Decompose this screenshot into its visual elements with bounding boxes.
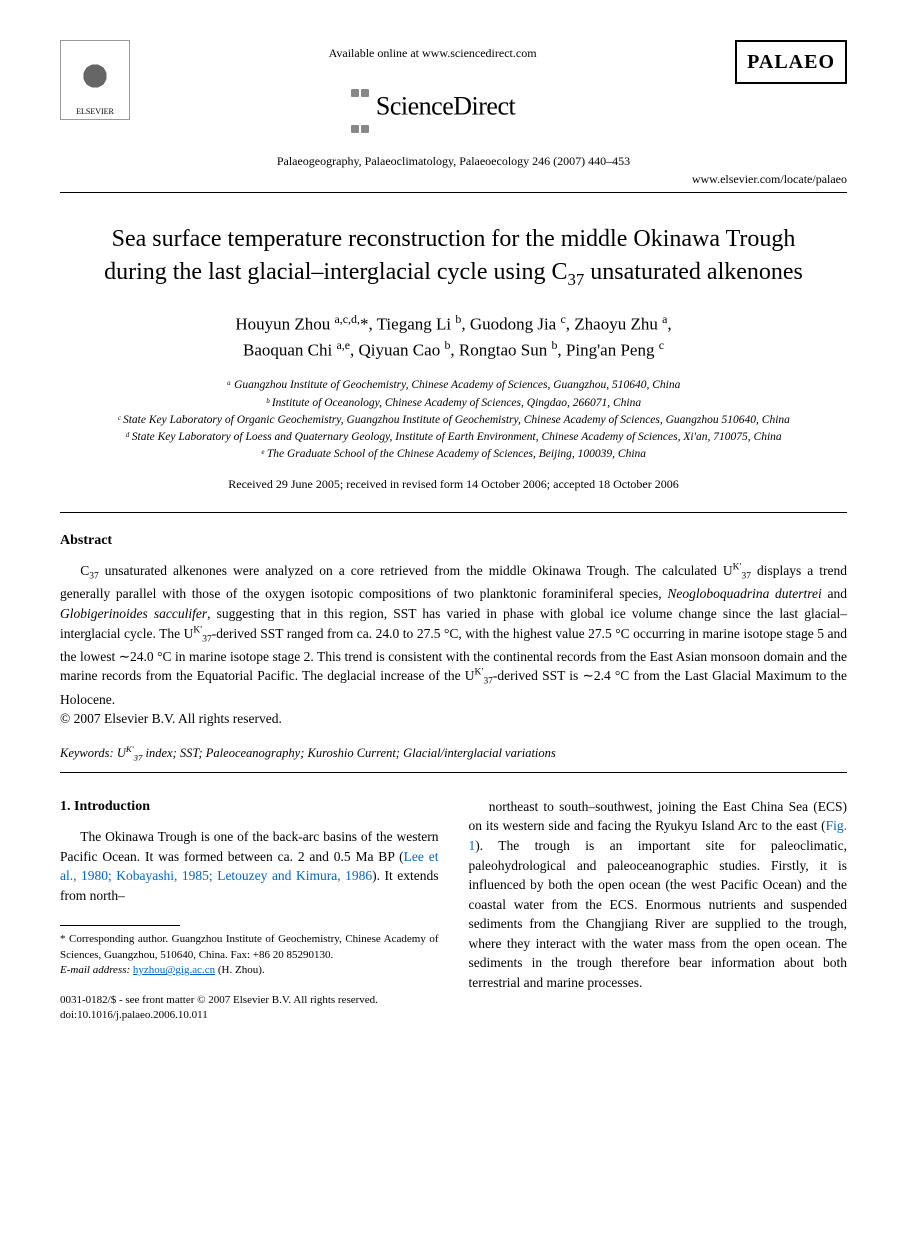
email-line: E-mail address: hyzhou@gig.ac.cn (H. Zho… [60, 963, 439, 978]
affiliations: ᵃ Guangzhou Institute of Geochemistry, C… [60, 377, 847, 463]
sciencedirect-dots-icon [350, 72, 370, 145]
elsevier-logo: ELSEVIER [60, 40, 130, 120]
sciencedirect-logo: ScienceDirect [130, 72, 735, 145]
affiliation-e: ᵉ The Graduate School of the Chinese Aca… [60, 446, 847, 463]
email-label: E-mail address: [60, 964, 130, 976]
abs-sub4: 37 [483, 677, 492, 687]
article-title: Sea surface temperature reconstruction f… [90, 223, 817, 291]
doi-text: doi:10.1016/j.palaeo.2006.10.011 [60, 1008, 439, 1023]
keywords-label: Keywords: [60, 746, 114, 760]
intro-para-1: The Okinawa Trough is one of the back-ar… [60, 827, 439, 905]
abs-t2: unsaturated alkenones were analyzed on a… [99, 563, 733, 578]
title-post: unsaturated alkenones [584, 259, 803, 285]
abs-species1: Neogloboquadrina dutertrei [667, 586, 821, 601]
palaeo-journal-box: PALAEO [735, 40, 847, 84]
left-column: 1. Introduction The Okinawa Trough is on… [60, 797, 439, 1024]
abstract-body: C37 unsaturated alkenones were analyzed … [60, 561, 847, 729]
kw-sup: K′ [126, 744, 134, 754]
affiliation-d: ᵈ State Key Laboratory of Loess and Quat… [60, 429, 847, 446]
email-who: (H. Zhou). [215, 964, 265, 976]
abstract-copyright: © 2007 Elsevier B.V. All rights reserved… [60, 711, 282, 726]
intro-t1: The Okinawa Trough is one of the back-ar… [60, 829, 439, 864]
footnote-separator [60, 925, 180, 926]
journal-citation: Palaeogeography, Palaeoclimatology, Pala… [60, 153, 847, 170]
sciencedirect-text: ScienceDirect [376, 91, 515, 120]
intro-para-1-cont: northeast to south–southwest, joining th… [469, 797, 848, 993]
abstract-top-rule [60, 512, 847, 513]
journal-url[interactable]: www.elsevier.com/locate/palaeo [60, 171, 847, 188]
email-link[interactable]: hyzhou@gig.ac.cn [133, 964, 215, 976]
affiliation-a: ᵃ Guangzhou Institute of Geochemistry, C… [60, 377, 847, 394]
abs-sub1: 37 [89, 572, 98, 582]
keywords: Keywords: UK′37 index; SST; Paleoceanogr… [60, 743, 847, 764]
affiliation-c: ᶜ State Key Laboratory of Organic Geoche… [60, 412, 847, 429]
body-columns: 1. Introduction The Okinawa Trough is on… [60, 797, 847, 1024]
available-online-text: Available online at www.sciencedirect.co… [130, 45, 735, 62]
kw-pre: U [114, 746, 126, 760]
kw-post: index; SST; Paleoceanography; Kuroshio C… [142, 746, 555, 760]
abs-sub2: 37 [742, 572, 751, 582]
affiliation-b: ᵇ Institute of Oceanology, Chinese Acade… [60, 395, 847, 412]
elsevier-label: ELSEVIER [76, 106, 114, 117]
submission-dates: Received 29 June 2005; received in revis… [60, 476, 847, 493]
right-column: northeast to south–southwest, joining th… [469, 797, 848, 1024]
corresponding-author-footnote: * Corresponding author. Guangzhou Instit… [60, 932, 439, 978]
front-matter-text: 0031-0182/$ - see front matter © 2007 El… [60, 993, 439, 1008]
intro-t3: northeast to south–southwest, joining th… [469, 799, 848, 834]
abstract-heading: Abstract [60, 531, 847, 551]
center-header: Available online at www.sciencedirect.co… [130, 40, 735, 145]
abs-sup1: K′ [733, 562, 742, 572]
intro-t4: ). The trough is an important site for p… [469, 838, 848, 990]
abs-t4: and [822, 586, 847, 601]
abs-sup2: K′ [193, 625, 202, 635]
header-row: ELSEVIER Available online at www.science… [60, 40, 847, 145]
abstract-bottom-rule [60, 772, 847, 773]
abs-t1: C [80, 563, 89, 578]
title-sub: 37 [568, 269, 585, 288]
authors-list: Houyun Zhou a,c,d,*, Tiegang Li b, Guodo… [60, 311, 847, 363]
corresponding-text: * Corresponding author. Guangzhou Instit… [60, 932, 439, 963]
abs-species2: Globigerinoides sacculifer [60, 606, 207, 621]
abs-sub3: 37 [202, 634, 211, 644]
front-matter-line: 0031-0182/$ - see front matter © 2007 El… [60, 993, 439, 1024]
header-rule [60, 192, 847, 193]
section-1-heading: 1. Introduction [60, 797, 439, 817]
elsevier-tree-icon [70, 56, 120, 106]
